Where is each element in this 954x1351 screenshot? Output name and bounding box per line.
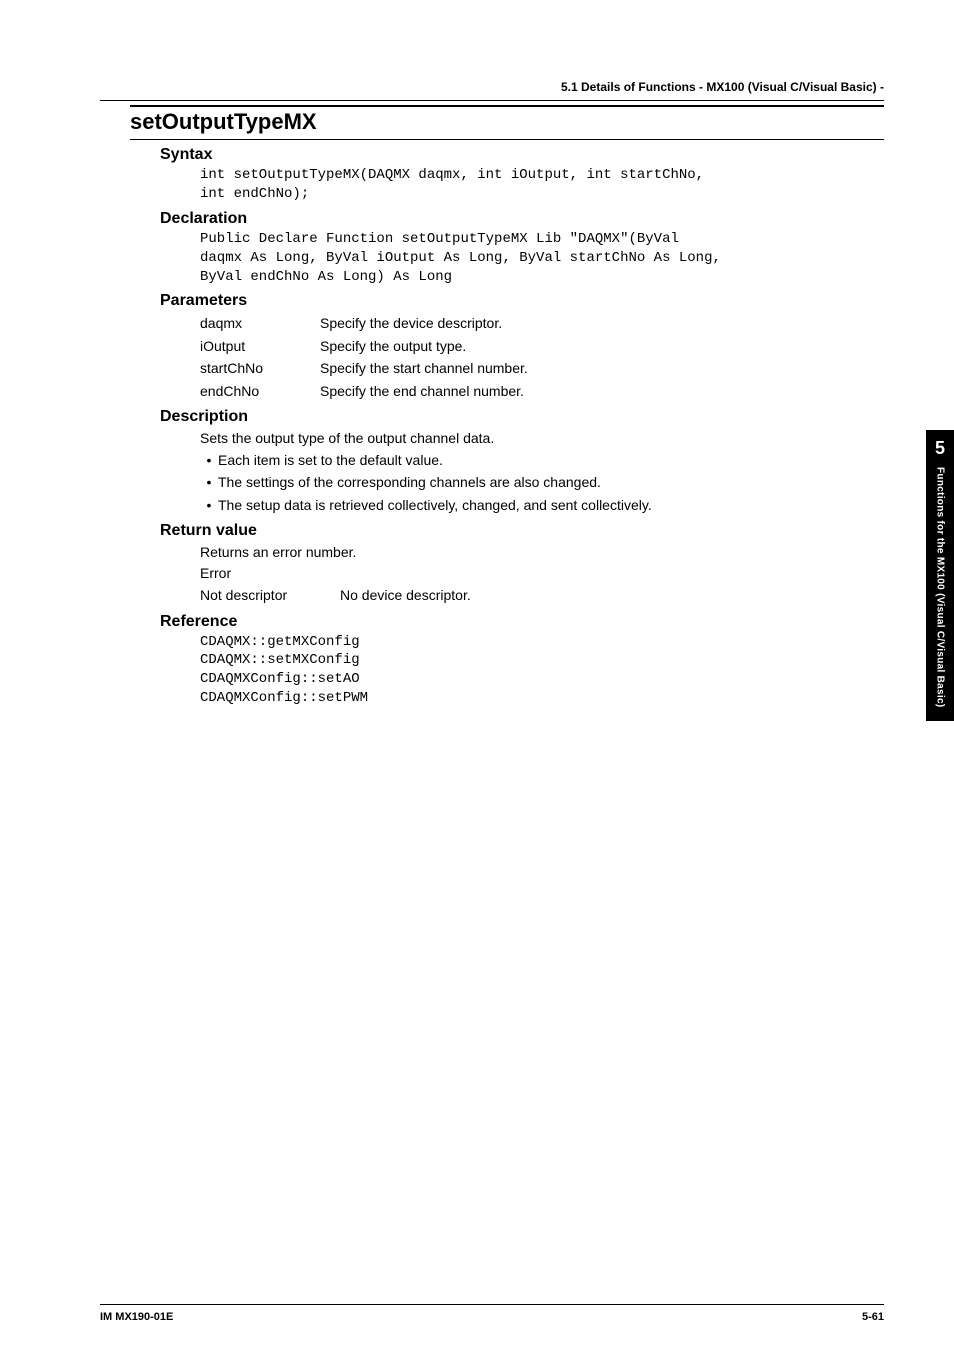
bullet-row: • The setup data is retrieved collective… <box>200 494 884 516</box>
side-tab-text: Functions for the MX100 (Visual C/Visual… <box>935 467 946 707</box>
parameter-row: startChNo Specify the start channel numb… <box>200 357 884 379</box>
description-bullets: • Each item is set to the default value.… <box>200 449 884 516</box>
page-header-label: 5.1 Details of Functions - MX100 (Visual… <box>100 80 884 101</box>
page-container: 5.1 Details of Functions - MX100 (Visual… <box>0 0 954 1280</box>
return-value-heading: Return value <box>160 522 884 540</box>
side-tab: 5 Functions for the MX100 (Visual C/Visu… <box>926 430 954 721</box>
parameter-desc: Specify the output type. <box>320 335 466 357</box>
return-desc: No device descriptor. <box>340 584 471 606</box>
bullet-dot-icon: • <box>200 471 218 493</box>
reference-heading: Reference <box>160 613 884 631</box>
parameter-desc: Specify the start channel number. <box>320 357 528 379</box>
title-top-rule <box>130 105 884 107</box>
footer-right: 5-61 <box>862 1311 884 1323</box>
parameter-desc: Specify the device descriptor. <box>320 312 502 334</box>
return-row: Not descriptor No device descriptor. <box>200 584 884 606</box>
return-name: Not descriptor <box>200 584 340 606</box>
parameter-desc: Specify the end channel number. <box>320 380 524 402</box>
bullet-text: The settings of the corresponding channe… <box>218 471 601 493</box>
description-heading: Description <box>160 408 884 426</box>
parameter-row: daqmx Specify the device descriptor. <box>200 312 884 334</box>
parameter-name: startChNo <box>200 357 320 379</box>
parameter-name: endChNo <box>200 380 320 402</box>
declaration-heading: Declaration <box>160 210 884 228</box>
footer-left: IM MX190-01E <box>100 1311 173 1323</box>
parameter-name: iOutput <box>200 335 320 357</box>
bullet-row: • Each item is set to the default value. <box>200 449 884 471</box>
return-value-lead: Returns an error number. <box>200 542 884 563</box>
parameter-row: endChNo Specify the end channel number. <box>200 380 884 402</box>
description-lead: Sets the output type of the output chann… <box>200 428 884 449</box>
return-value-subhead: Error <box>200 563 884 584</box>
parameters-heading: Parameters <box>160 292 884 310</box>
syntax-code: int setOutputTypeMX(DAQMX daqmx, int iOu… <box>200 166 884 204</box>
bullet-dot-icon: • <box>200 494 218 516</box>
side-tab-number: 5 <box>926 438 954 459</box>
bullet-text: The setup data is retrieved collectively… <box>218 494 652 516</box>
reference-code: CDAQMX::getMXConfig CDAQMX::setMXConfig … <box>200 633 884 709</box>
page-footer: IM MX190-01E 5-61 <box>100 1304 884 1323</box>
bullet-row: • The settings of the corresponding chan… <box>200 471 884 493</box>
bullet-text: Each item is set to the default value. <box>218 449 443 471</box>
declaration-code: Public Declare Function setOutputTypeMX … <box>200 230 884 287</box>
parameter-row: iOutput Specify the output type. <box>200 335 884 357</box>
bullet-dot-icon: • <box>200 449 218 471</box>
syntax-heading: Syntax <box>160 146 884 164</box>
function-title: setOutputTypeMX <box>130 109 884 140</box>
parameter-name: daqmx <box>200 312 320 334</box>
